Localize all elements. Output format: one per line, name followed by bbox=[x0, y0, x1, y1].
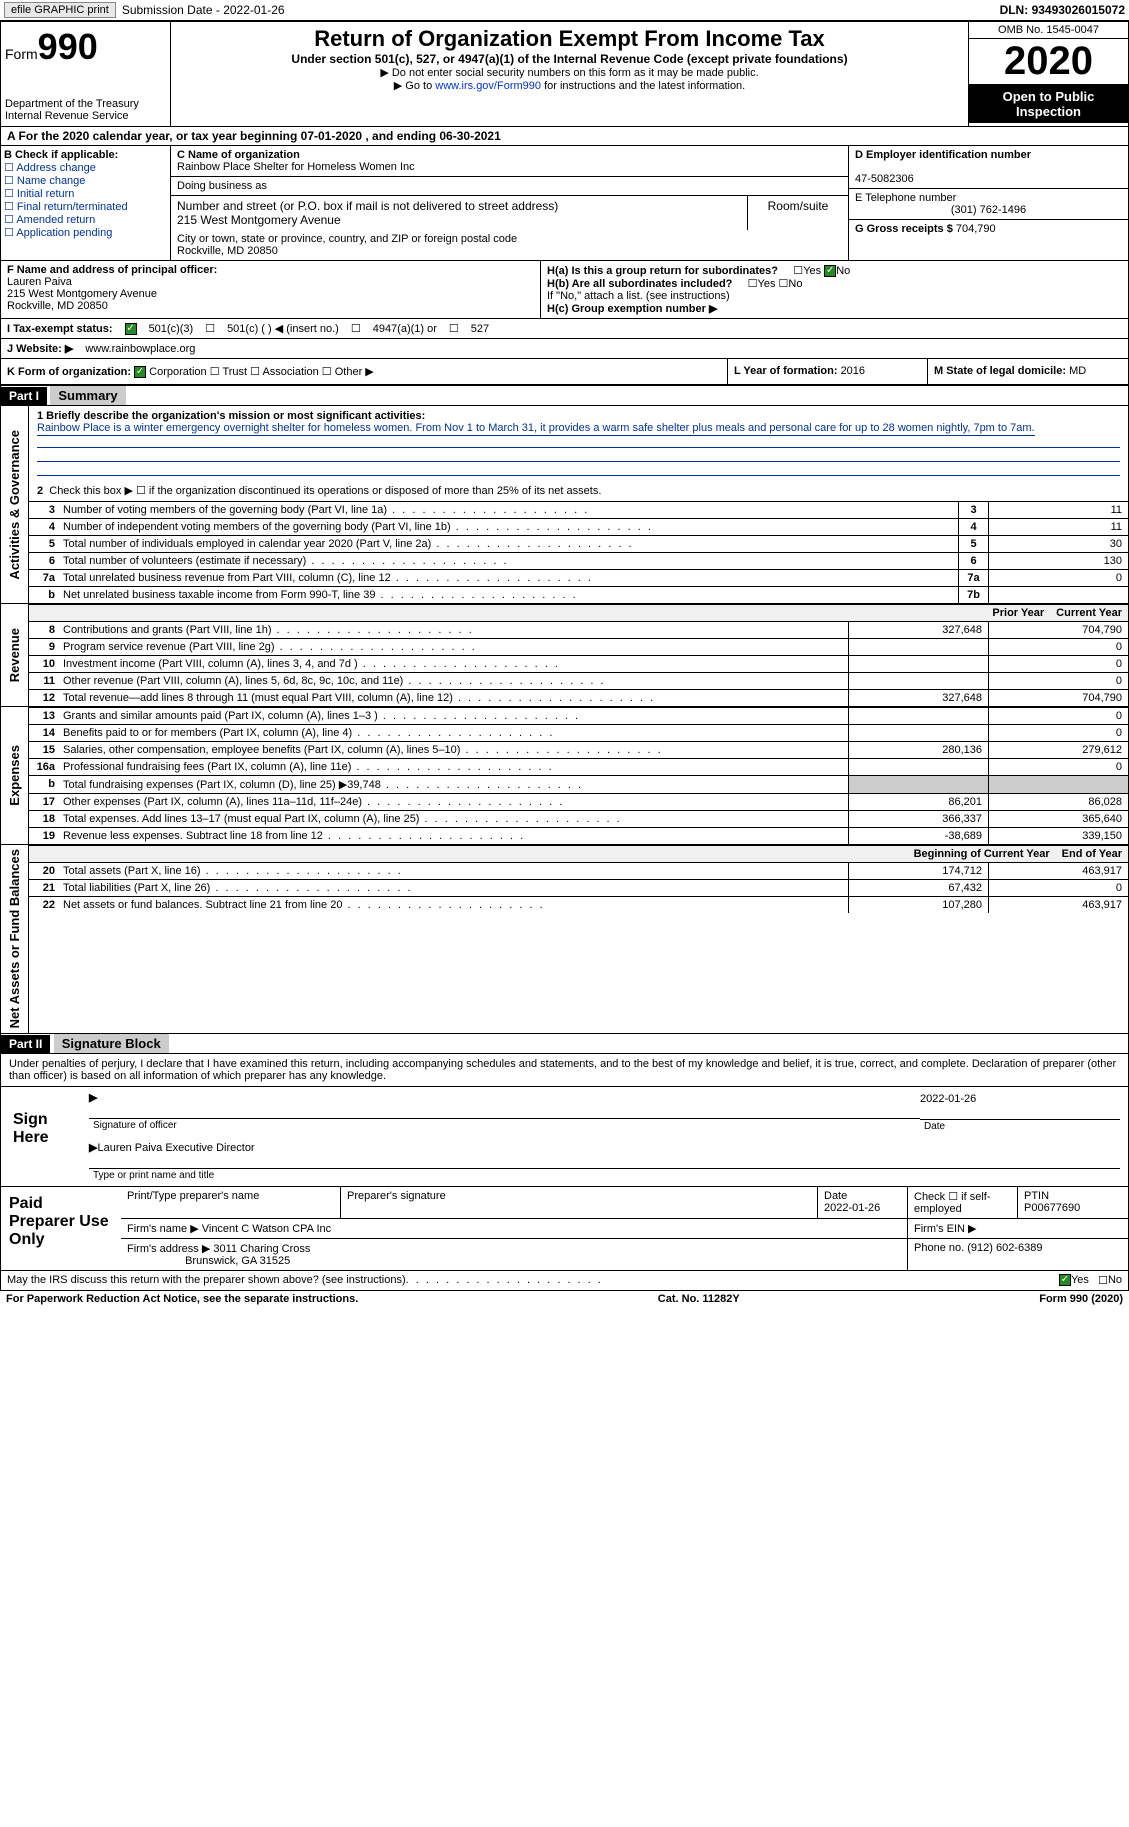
part2-header: Part II bbox=[1, 1035, 50, 1053]
ptin: PTINP00677690 bbox=[1018, 1187, 1128, 1218]
501c3-checkbox[interactable] bbox=[125, 323, 137, 335]
table-row: 3Number of voting members of the governi… bbox=[29, 501, 1128, 518]
tax-exempt-status-row: I Tax-exempt status: 501(c)(3) ☐ 501(c) … bbox=[0, 319, 1129, 339]
vert-expenses: Expenses bbox=[5, 741, 24, 810]
corp-checkbox[interactable] bbox=[134, 366, 146, 378]
vert-governance: Activities & Governance bbox=[5, 426, 24, 584]
cat-no: Cat. No. 11282Y bbox=[358, 1293, 1039, 1305]
prep-date: Date2022-01-26 bbox=[818, 1187, 908, 1218]
address-cell: Number and street (or P.O. box if mail i… bbox=[171, 196, 748, 230]
table-row: 4Number of independent voting members of… bbox=[29, 518, 1128, 535]
self-employed: Check ☐ if self-employed bbox=[908, 1187, 1018, 1218]
table-row: 20Total assets (Part X, line 16)174,7124… bbox=[29, 862, 1128, 879]
pra-notice: For Paperwork Reduction Act Notice, see … bbox=[6, 1293, 358, 1305]
table-row: 22Net assets or fund balances. Subtract … bbox=[29, 896, 1128, 913]
table-row: 9Program service revenue (Part VIII, lin… bbox=[29, 638, 1128, 655]
group-return-block: H(a) Is this a group return for subordin… bbox=[541, 261, 1128, 318]
table-row: bTotal fundraising expenses (Part IX, co… bbox=[29, 775, 1128, 793]
table-row: 17Other expenses (Part IX, column (A), l… bbox=[29, 793, 1128, 810]
discuss-yes-checkbox[interactable] bbox=[1059, 1274, 1071, 1286]
mission-block: 1 Briefly describe the organization's mi… bbox=[29, 406, 1128, 480]
table-row: 8Contributions and grants (Part VIII, li… bbox=[29, 621, 1128, 638]
table-row: 5Total number of individuals employed in… bbox=[29, 535, 1128, 552]
table-row: 7aTotal unrelated business revenue from … bbox=[29, 569, 1128, 586]
submission-date-label: Submission Date - 2022-01-26 bbox=[122, 3, 285, 17]
gross-receipts-cell: G Gross receipts $ 704,790 bbox=[849, 220, 1128, 238]
ein-cell: D Employer identification number47-50823… bbox=[849, 146, 1128, 189]
firm-address: Firm's address ▶ 3011 Charing Cross Brun… bbox=[121, 1239, 908, 1270]
form-title: Return of Organization Exempt From Incom… bbox=[179, 26, 960, 52]
form-of-org: K Form of organization: Corporation ☐ Tr… bbox=[1, 359, 728, 384]
firm-phone: Phone no. (912) 602-6389 bbox=[908, 1239, 1128, 1270]
preparer-sig-hdr: Preparer's signature bbox=[341, 1187, 818, 1218]
website-row: J Website: ▶ www.rainbowplace.org bbox=[0, 339, 1129, 359]
line-2: 2 Check this box ▶ ☐ if the organization… bbox=[29, 480, 1128, 501]
table-row: 15Salaries, other compensation, employee… bbox=[29, 741, 1128, 758]
part1-title: Summary bbox=[50, 386, 125, 405]
paid-preparer-label: Paid Preparer Use Only bbox=[1, 1187, 121, 1270]
part2-title: Signature Block bbox=[54, 1034, 169, 1053]
table-row: bNet unrelated business taxable income f… bbox=[29, 586, 1128, 603]
penalty-statement: Under penalties of perjury, I declare th… bbox=[0, 1054, 1129, 1087]
part1-header: Part I bbox=[1, 387, 47, 405]
dba-cell: Doing business as bbox=[171, 177, 848, 196]
discuss-row: May the IRS discuss this return with the… bbox=[0, 1271, 1129, 1291]
dln: DLN: 93493026015072 bbox=[1000, 3, 1125, 17]
phone-cell: E Telephone number(301) 762-1496 bbox=[849, 189, 1128, 220]
signature-line: Signature of officer bbox=[89, 1118, 920, 1132]
ha-no-checkbox[interactable] bbox=[824, 265, 836, 277]
preparer-name-hdr: Print/Type preparer's name bbox=[121, 1187, 341, 1218]
table-row: 13Grants and similar amounts paid (Part … bbox=[29, 707, 1128, 724]
year-block: OMB No. 1545-0047 2020 Open to Public In… bbox=[968, 22, 1128, 126]
table-row: 10Investment income (Part VIII, column (… bbox=[29, 655, 1128, 672]
table-row: 11Other revenue (Part VIII, column (A), … bbox=[29, 672, 1128, 689]
table-row: 14Benefits paid to or for members (Part … bbox=[29, 724, 1128, 741]
city-cell: City or town, state or province, country… bbox=[171, 230, 848, 260]
principal-officer: F Name and address of principal officer:… bbox=[1, 261, 541, 318]
state-domicile: M State of legal domicile: MD bbox=[928, 359, 1128, 384]
efile-print-button[interactable]: efile GRAPHIC print bbox=[4, 2, 116, 18]
table-row: 6Total number of volunteers (estimate if… bbox=[29, 552, 1128, 569]
sign-here-label: Sign Here bbox=[9, 1091, 89, 1182]
table-row: 19Revenue less expenses. Subtract line 1… bbox=[29, 827, 1128, 844]
check-if-applicable: B Check if applicable: ☐ Address change … bbox=[1, 146, 171, 260]
table-row: 18Total expenses. Add lines 13–17 (must … bbox=[29, 810, 1128, 827]
firm-ein: Firm's EIN ▶ bbox=[908, 1219, 1128, 1238]
table-row: 16aProfessional fundraising fees (Part I… bbox=[29, 758, 1128, 775]
vert-revenue: Revenue bbox=[5, 624, 24, 686]
table-row: 21Total liabilities (Part X, line 26)67,… bbox=[29, 879, 1128, 896]
room-cell: Room/suite bbox=[748, 196, 848, 230]
instructions-link[interactable]: www.irs.gov/Form990 bbox=[435, 80, 541, 92]
vert-balances: Net Assets or Fund Balances bbox=[5, 845, 24, 1032]
tax-year-line: A For the 2020 calendar year, or tax yea… bbox=[0, 127, 1129, 146]
firm-name: Firm's name ▶ Vincent C Watson CPA Inc bbox=[121, 1219, 908, 1238]
table-row: 12Total revenue—add lines 8 through 11 (… bbox=[29, 689, 1128, 706]
form-id-block: Form990 Department of the Treasury Inter… bbox=[1, 22, 171, 126]
org-name-cell: C Name of organizationRainbow Place Shel… bbox=[171, 146, 848, 177]
form-title-block: Return of Organization Exempt From Incom… bbox=[171, 22, 968, 126]
form-footer: Form 990 (2020) bbox=[1039, 1293, 1123, 1305]
year-formation: L Year of formation: 2016 bbox=[728, 359, 928, 384]
